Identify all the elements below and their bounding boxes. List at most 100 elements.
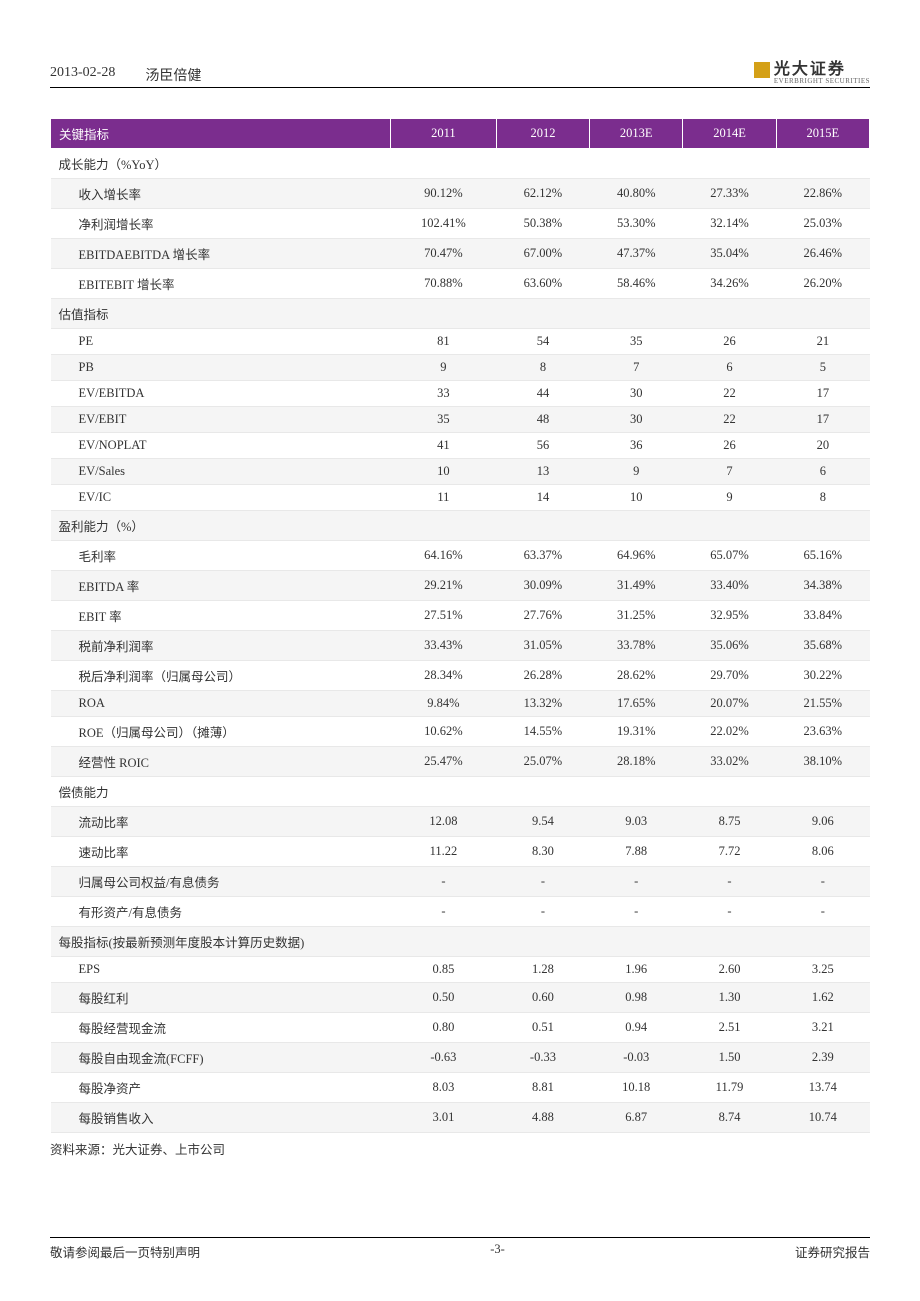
cell-value: 27.76% — [496, 601, 589, 631]
cell-value: 8 — [776, 485, 869, 511]
cell-value: 11 — [391, 485, 497, 511]
cell-value: 36 — [590, 433, 683, 459]
empty-cell — [496, 299, 589, 329]
row-label: 毛利率 — [51, 541, 391, 571]
cell-value: 1.62 — [776, 983, 869, 1013]
table-row: 流动比率12.089.549.038.759.06 — [51, 807, 870, 837]
table-row: EBITEBIT 增长率70.88%63.60%58.46%34.26%26.2… — [51, 269, 870, 299]
cell-value: 29.21% — [391, 571, 497, 601]
cell-value: 41 — [391, 433, 497, 459]
empty-cell — [391, 149, 497, 179]
footer-right: 证券研究报告 — [795, 1242, 870, 1261]
cell-value: 25.47% — [391, 747, 497, 777]
cell-value: 27.51% — [391, 601, 497, 631]
table-row: PE8154352621 — [51, 329, 870, 355]
section-row: 每股指标(按最新预测年度股本计算历史数据) — [51, 927, 870, 957]
cell-value: 25.07% — [496, 747, 589, 777]
cell-value: 31.49% — [590, 571, 683, 601]
section-row: 偿债能力 — [51, 777, 870, 807]
row-label: EBITEBIT 增长率 — [51, 269, 391, 299]
cell-value: 11.22 — [391, 837, 497, 867]
cell-value: 14 — [496, 485, 589, 511]
cell-value: 58.46% — [590, 269, 683, 299]
table-row: EV/IC11141098 — [51, 485, 870, 511]
cell-value: 3.21 — [776, 1013, 869, 1043]
cell-value: 35.68% — [776, 631, 869, 661]
row-label: ROA — [51, 691, 391, 717]
cell-value: 6 — [776, 459, 869, 485]
table-row: 税前净利润率33.43%31.05%33.78%35.06%35.68% — [51, 631, 870, 661]
table-row: EBITDA 率29.21%30.09%31.49%33.40%34.38% — [51, 571, 870, 601]
cell-value: 26 — [683, 329, 776, 355]
cell-value: 54 — [496, 329, 589, 355]
cell-value: 19.31% — [590, 717, 683, 747]
cell-value: 30 — [590, 381, 683, 407]
cell-value: 33.84% — [776, 601, 869, 631]
cell-value: 1.30 — [683, 983, 776, 1013]
cell-value: 0.80 — [391, 1013, 497, 1043]
cell-value: 8.75 — [683, 807, 776, 837]
cell-value: -0.33 — [496, 1043, 589, 1073]
row-label: EBITDAEBITDA 增长率 — [51, 239, 391, 269]
cell-value: 8.74 — [683, 1103, 776, 1133]
cell-value: 2.60 — [683, 957, 776, 983]
table-row: 每股净资产8.038.8110.1811.7913.74 — [51, 1073, 870, 1103]
row-label: 每股经营现金流 — [51, 1013, 391, 1043]
row-label: EBITDA 率 — [51, 571, 391, 601]
cell-value: 29.70% — [683, 661, 776, 691]
cell-value: 8.81 — [496, 1073, 589, 1103]
cell-value: 63.37% — [496, 541, 589, 571]
table-row: 收入增长率90.12%62.12%40.80%27.33%22.86% — [51, 179, 870, 209]
cell-value: 2.51 — [683, 1013, 776, 1043]
footer-center: -3- — [490, 1242, 505, 1261]
cell-value: - — [590, 897, 683, 927]
cell-value: 64.16% — [391, 541, 497, 571]
table-row: EV/Sales1013976 — [51, 459, 870, 485]
cell-value: 9 — [590, 459, 683, 485]
cell-value: 9 — [683, 485, 776, 511]
cell-value: 22.86% — [776, 179, 869, 209]
header-left: 2013-02-28 汤臣倍健 — [50, 65, 201, 85]
cell-value: 3.01 — [391, 1103, 497, 1133]
table-row: 每股销售收入3.014.886.878.7410.74 — [51, 1103, 870, 1133]
cell-value: 10.62% — [391, 717, 497, 747]
cell-value: 28.34% — [391, 661, 497, 691]
cell-value: 7 — [683, 459, 776, 485]
cell-value: 64.96% — [590, 541, 683, 571]
logo: 光大证券 EVERBRIGHT SECURITIES — [754, 55, 870, 85]
cell-value: 9 — [391, 355, 497, 381]
cell-value: 7.72 — [683, 837, 776, 867]
cell-value: 11.79 — [683, 1073, 776, 1103]
cell-value: 17 — [776, 381, 869, 407]
cell-value: 9.54 — [496, 807, 589, 837]
cell-value: - — [496, 897, 589, 927]
cell-value: 5 — [776, 355, 869, 381]
col-2012: 2012 — [496, 119, 589, 149]
cell-value: 48 — [496, 407, 589, 433]
col-2014e: 2014E — [683, 119, 776, 149]
cell-value: 9.84% — [391, 691, 497, 717]
row-label: 净利润增长率 — [51, 209, 391, 239]
cell-value: 81 — [391, 329, 497, 355]
empty-cell — [590, 299, 683, 329]
cell-value: 102.41% — [391, 209, 497, 239]
empty-cell — [683, 927, 776, 957]
cell-value: 34.38% — [776, 571, 869, 601]
cell-value: 10.74 — [776, 1103, 869, 1133]
logo-text: 光大证券 — [774, 55, 870, 79]
cell-value: 33.40% — [683, 571, 776, 601]
cell-value: 3.25 — [776, 957, 869, 983]
cell-value: 65.07% — [683, 541, 776, 571]
row-label: 税后净利润率（归属母公司） — [51, 661, 391, 691]
metrics-table: 关键指标 2011 2012 2013E 2014E 2015E 成长能力（%Y… — [50, 118, 870, 1133]
cell-value: 20.07% — [683, 691, 776, 717]
row-label: ROE（归属母公司）（摊薄） — [51, 717, 391, 747]
cell-value: 26.28% — [496, 661, 589, 691]
empty-cell — [683, 511, 776, 541]
cell-value: - — [590, 867, 683, 897]
cell-value: 2.39 — [776, 1043, 869, 1073]
cell-value: 1.96 — [590, 957, 683, 983]
table-row: 每股红利0.500.600.981.301.62 — [51, 983, 870, 1013]
cell-value: 12.08 — [391, 807, 497, 837]
company-name: 汤臣倍健 — [145, 65, 201, 85]
